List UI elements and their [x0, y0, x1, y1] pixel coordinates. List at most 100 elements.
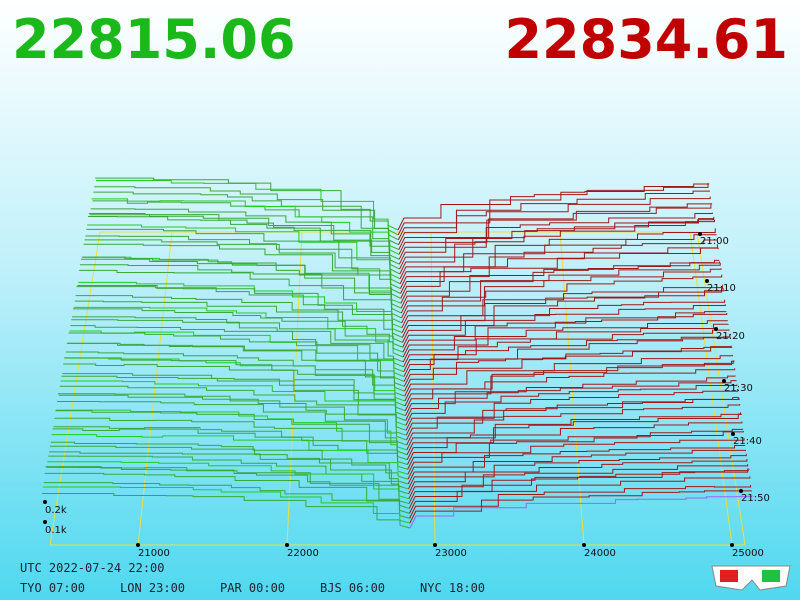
- depth-tick: [43, 520, 47, 524]
- ask-price: 22834.61: [504, 8, 788, 71]
- ask-depth-line: [404, 346, 733, 392]
- ask-depth-line: [401, 290, 725, 338]
- bid-depth-line: [70, 325, 404, 373]
- bid-depth-line: [78, 281, 403, 329]
- ask-depth-line: [401, 268, 722, 319]
- price-tick: [730, 543, 734, 547]
- bid-depth-line: [42, 486, 410, 524]
- bid-depth-line: [72, 316, 404, 363]
- bid-depth-line: [75, 295, 403, 343]
- ask-depth-line: [402, 320, 728, 363]
- bid-depth-line: [64, 357, 406, 407]
- bid-depth-line: [95, 177, 399, 236]
- time-tick-label: 21:50: [741, 493, 770, 504]
- bid-depth-line: [59, 385, 407, 431]
- ask-depth-line: [400, 262, 721, 314]
- ask-depth-line: [401, 274, 723, 324]
- ask-depth-line: [401, 288, 724, 333]
- ask-depth-line: [403, 333, 731, 377]
- bid-depth-line: [43, 482, 410, 519]
- ask-depth-line: [408, 458, 748, 495]
- price-tick: [582, 543, 586, 547]
- ask-depth-line: [405, 384, 738, 426]
- depth-tick-label: 0.2k: [45, 505, 67, 516]
- ask-depth-line: [400, 259, 720, 304]
- ask-depth-line: [398, 204, 712, 250]
- bid-depth-line: [88, 215, 400, 275]
- ask-depth-line: [408, 476, 751, 514]
- time-tick: [722, 379, 726, 383]
- ask-depth-line: [406, 412, 741, 451]
- ask-depth-line: [400, 261, 721, 309]
- 3d-glasses-icon: [711, 565, 791, 591]
- bid-depth-line: [82, 256, 402, 304]
- ask-depth-line: [406, 404, 741, 446]
- bid-depth-line: [67, 342, 405, 387]
- price-tick: [136, 543, 140, 547]
- bid-depth-line: [55, 410, 408, 456]
- ask-depth-line: [404, 368, 736, 411]
- time-tick: [714, 327, 718, 331]
- time-tick-label: 21:00: [700, 236, 729, 247]
- bid-depth-line: [58, 394, 407, 436]
- bid-depth-line: [50, 441, 409, 480]
- ask-depth-line: [405, 375, 736, 416]
- bid-depth-line: [96, 179, 399, 231]
- ask-depth-line: [405, 380, 737, 421]
- ask-depth-line: [403, 336, 731, 382]
- time-tick-label: 21:40: [733, 436, 762, 447]
- bid-depth-line: [47, 461, 409, 500]
- ask-depth-line: [397, 183, 709, 231]
- floor: [49, 231, 746, 546]
- bid-depth-line: [44, 472, 410, 514]
- price-grid-line: [689, 231, 733, 546]
- bid-price: 22815.06: [12, 8, 296, 71]
- ask-depth-line: [399, 219, 715, 275]
- bid-depth-line: [54, 417, 408, 461]
- bid-depth-line: [80, 264, 402, 319]
- ask-depth-line: [398, 212, 713, 260]
- bid-depth-line: [84, 239, 401, 294]
- bid-depth-line: [80, 258, 402, 314]
- depth-tick-label: 0.1k: [45, 525, 67, 536]
- bid-depth-line: [49, 451, 409, 490]
- ask-depth-line: [407, 444, 746, 480]
- ask-depth-line: [407, 431, 744, 470]
- bid-depth-line: [89, 214, 400, 265]
- ask-depth-line: [409, 495, 753, 529]
- price-tick-label: 21000: [138, 548, 170, 559]
- price-tick: [285, 543, 289, 547]
- utc-time: UTC 2022-07-24 22:00: [20, 561, 165, 575]
- bid-depth-line: [87, 224, 401, 280]
- zone-time: PAR 00:00: [220, 581, 285, 595]
- ask-depth-line: [400, 244, 718, 294]
- price-tick: [433, 543, 437, 547]
- ask-depth-line: [408, 464, 749, 499]
- bid-depth-line: [77, 285, 403, 334]
- bid-depth-line: [57, 393, 407, 441]
- bid-depth-line: [72, 308, 404, 358]
- ask-depth-line: [400, 247, 719, 299]
- ask-depth-line: [403, 329, 730, 372]
- ask-depth-line: [406, 428, 744, 465]
- ask-depth-line: [402, 299, 726, 343]
- time-zones: TYO 07:00 LON 23:00 PAR 00:00 BJS 06:00 NYC …: [20, 581, 485, 595]
- price-grid-line: [286, 231, 303, 546]
- ask-depth-line: [402, 311, 727, 353]
- ask-depth-line: [398, 196, 711, 245]
- depth-view: 21000 22000 23000 24000 25000 0.1k 0.2k 21:00 21…: [42, 177, 770, 559]
- ask-depth-line: [409, 484, 752, 519]
- ask-depth-line: [407, 449, 747, 485]
- bid-depth-line: [42, 493, 411, 529]
- time-tick-label: 21:30: [724, 383, 753, 394]
- bid-depth-line: [73, 306, 404, 353]
- zone-time: LON 23:00: [120, 581, 185, 595]
- price-tick-label: 23000: [435, 548, 467, 559]
- ask-depth-line: [402, 304, 726, 348]
- bid-depth-line: [61, 375, 406, 421]
- bid-depth-line: [86, 228, 401, 285]
- bid-depth-line: [66, 342, 405, 392]
- ask-depth-line: [409, 490, 752, 524]
